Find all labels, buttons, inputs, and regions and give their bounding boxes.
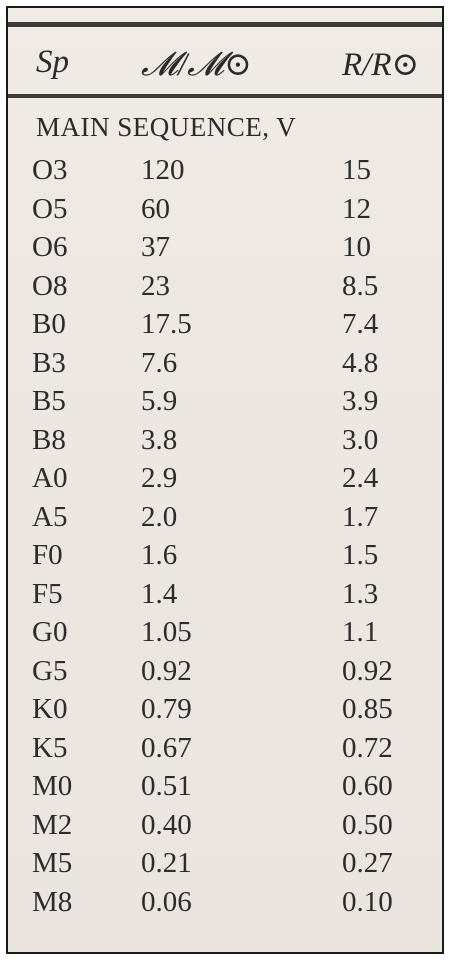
cell-radius-ratio: 15 [342,154,371,186]
section-title: MAIN SEQUENCE, V [36,112,297,142]
table-row: M5 0.21 0.27 [8,847,442,886]
cell-radius-ratio: 1.7 [342,500,379,533]
cell-radius-ratio: 3.0 [342,423,379,456]
table-row: B3 7.6 4.8 [8,347,442,386]
cell-radius-ratio: 1.1 [342,616,379,648]
cell-spectral-type: B0 [32,308,66,340]
table-row: M2 0.40 0.50 [8,809,442,848]
cell-spectral-type: K0 [32,693,68,725]
table-row: O8 23 8.5 [8,270,442,309]
table-row: M0 0.51 0.60 [8,770,442,809]
cell-radius-ratio: 8.5 [342,269,379,302]
table-row: K0 0.79 0.85 [8,693,442,732]
cell-mass-ratio: 60 [141,192,170,225]
cell-radius-ratio: 0.10 [342,885,393,918]
cell-spectral-type: B3 [32,346,66,379]
table-frame: Sp 𝓜/𝓜⊙ R/R⊙ MAIN SEQUENCE, V O3 120 15 O5 6… [6,6,444,954]
table-row: F0 1.6 1.5 [8,539,442,578]
cell-radius-ratio: 0.72 [342,731,393,764]
header-rule [8,94,442,98]
cell-radius-ratio: 0.50 [342,808,393,841]
cell-spectral-type: F0 [32,539,63,571]
cell-radius-ratio: 0.92 [342,654,393,687]
cell-spectral-type: G0 [32,616,68,648]
table-row: A0 2.9 2.4 [8,462,442,501]
header-radius-ratio: R/R⊙ [342,47,420,83]
table-row: A5 2.0 1.7 [8,501,442,540]
table-row: B8 3.8 3.0 [8,424,442,463]
cell-mass-ratio: 1.6 [141,539,178,571]
cell-mass-ratio: 3.8 [141,423,178,456]
table-row: B5 5.9 3.9 [8,385,442,424]
cell-mass-ratio: 0.21 [141,847,192,879]
cell-mass-ratio: 5.9 [141,385,178,417]
cell-mass-ratio: 1.4 [141,577,178,610]
cell-spectral-type: M2 [32,808,73,841]
header-mass-ratio: 𝓜/𝓜⊙ [141,47,252,83]
cell-radius-ratio: 4.8 [342,346,379,379]
cell-radius-ratio: 0.60 [342,770,393,802]
table-row: O6 37 10 [8,231,442,270]
cell-radius-ratio: 10 [342,231,371,263]
cell-spectral-type: G5 [32,654,68,687]
table-row: O3 120 15 [8,154,442,193]
table-row: K5 0.67 0.72 [8,732,442,771]
table-header: Sp 𝓜/𝓜⊙ R/R⊙ [8,38,442,88]
cell-spectral-type: M8 [32,885,73,918]
cell-mass-ratio: 23 [141,269,170,302]
cell-mass-ratio: 120 [141,154,185,186]
cell-mass-ratio: 0.67 [141,731,192,764]
cell-radius-ratio: 12 [342,192,371,225]
table-row: M8 0.06 0.10 [8,886,442,925]
cell-spectral-type: B8 [32,423,66,456]
cell-spectral-type: M5 [32,847,73,879]
cell-spectral-type: O8 [32,269,68,302]
cell-radius-ratio: 7.4 [342,308,379,340]
cell-spectral-type: K5 [32,731,68,764]
table-row: G5 0.92 0.92 [8,655,442,694]
cell-spectral-type: M0 [32,770,73,802]
cell-mass-ratio: 1.05 [141,616,192,648]
cell-spectral-type: F5 [32,577,63,610]
table-row: G0 1.05 1.1 [8,616,442,655]
cell-mass-ratio: 0.92 [141,654,192,687]
cell-mass-ratio: 17.5 [141,308,192,340]
cell-radius-ratio: 1.3 [342,577,379,610]
header-spectral-type: Sp [36,44,69,80]
cell-radius-ratio: 0.27 [342,847,393,879]
cell-spectral-type: A0 [32,462,68,494]
cell-mass-ratio: 2.0 [141,500,178,533]
cell-spectral-type: O3 [32,154,68,186]
cell-mass-ratio: 0.40 [141,808,192,841]
cell-mass-ratio: 0.79 [141,693,192,725]
cell-spectral-type: O5 [32,192,68,225]
cell-radius-ratio: 1.5 [342,539,379,571]
cell-spectral-type: B5 [32,385,66,417]
table-row: O5 60 12 [8,193,442,232]
table-row: F5 1.4 1.3 [8,578,442,617]
top-rule [8,22,442,27]
table-body: O3 120 15 O5 60 12 O6 37 10 O8 23 8.5 B0 17.5 7.4 B3 7.6… [8,154,442,924]
cell-mass-ratio: 37 [141,231,170,263]
cell-radius-ratio: 0.85 [342,693,393,725]
cell-mass-ratio: 7.6 [141,346,178,379]
cell-mass-ratio: 0.51 [141,770,192,802]
cell-spectral-type: A5 [32,500,68,533]
table-row: B0 17.5 7.4 [8,308,442,347]
cell-mass-ratio: 2.9 [141,462,178,494]
cell-spectral-type: O6 [32,231,68,263]
cell-mass-ratio: 0.06 [141,885,192,918]
cell-radius-ratio: 3.9 [342,385,379,417]
cell-radius-ratio: 2.4 [342,462,379,494]
